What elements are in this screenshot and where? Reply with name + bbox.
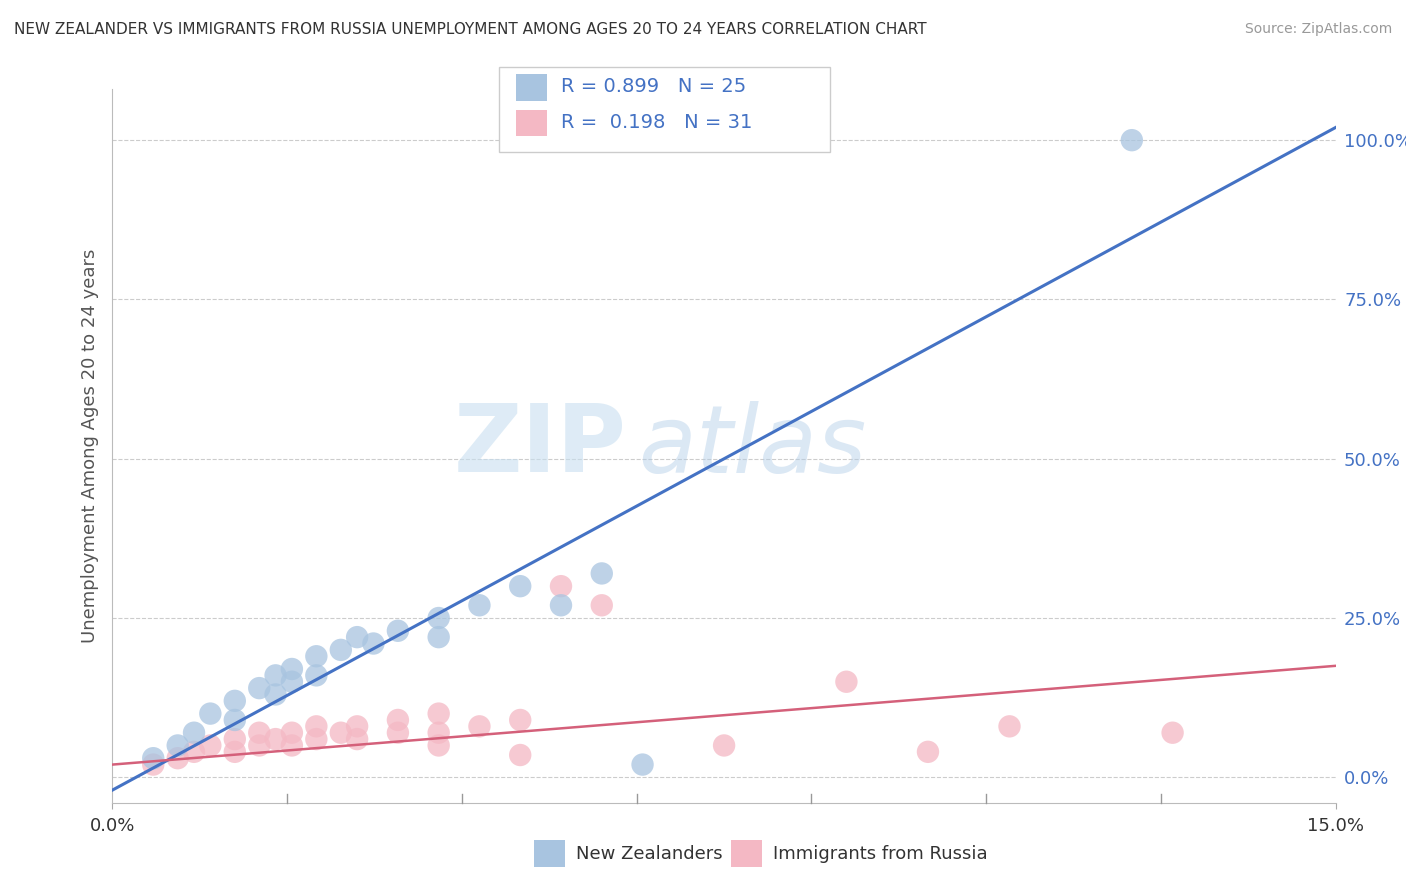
Point (509, 747, 531, 762)
Point (631, 757, 654, 772)
Text: R =  0.198   N = 31: R = 0.198 N = 31 (561, 112, 752, 132)
Point (305, 649, 328, 664)
Point (329, 725, 352, 739)
Point (346, 732, 368, 747)
Point (183, 725, 205, 739)
Point (200, 739, 222, 753)
Point (427, 630, 450, 644)
Point (509, 579, 531, 593)
Point (427, 739, 450, 753)
Point (468, 719, 491, 733)
Point (281, 739, 304, 753)
Point (1161, 725, 1184, 739)
Point (142, 757, 165, 772)
Point (281, 662, 304, 676)
Point (387, 725, 409, 739)
Text: atlas: atlas (638, 401, 866, 491)
Point (550, 579, 572, 593)
Text: Source: ZipAtlas.com: Source: ZipAtlas.com (1244, 22, 1392, 37)
Point (363, 636, 385, 650)
Point (835, 674, 858, 689)
Point (427, 706, 450, 721)
Point (387, 624, 409, 638)
Point (468, 599, 491, 613)
Point (183, 745, 205, 759)
Point (166, 751, 188, 765)
Point (591, 566, 613, 581)
Point (329, 643, 352, 657)
Point (305, 732, 328, 747)
Point (305, 668, 328, 682)
Point (427, 611, 450, 625)
Point (346, 719, 368, 733)
Point (247, 739, 270, 753)
Point (142, 751, 165, 765)
Point (509, 713, 531, 727)
Point (224, 713, 246, 727)
Point (166, 739, 188, 753)
Point (200, 706, 222, 721)
Point (346, 630, 368, 644)
Point (998, 719, 1021, 733)
Point (713, 739, 735, 753)
Text: New Zealanders: New Zealanders (576, 845, 723, 863)
Y-axis label: Unemployment Among Ages 20 to 24 years: Unemployment Among Ages 20 to 24 years (80, 249, 98, 643)
Point (305, 719, 328, 733)
Point (264, 668, 287, 682)
Text: Immigrants from Russia: Immigrants from Russia (773, 845, 988, 863)
Point (224, 732, 246, 747)
Point (917, 745, 939, 759)
Text: NEW ZEALANDER VS IMMIGRANTS FROM RUSSIA UNEMPLOYMENT AMONG AGES 20 TO 24 YEARS C: NEW ZEALANDER VS IMMIGRANTS FROM RUSSIA … (14, 22, 927, 37)
Point (247, 725, 270, 739)
Point (224, 745, 246, 759)
Point (427, 725, 450, 739)
Point (387, 713, 409, 727)
Point (591, 599, 613, 613)
Point (1121, 133, 1143, 147)
Text: ZIP: ZIP (453, 400, 626, 492)
Text: R = 0.899   N = 25: R = 0.899 N = 25 (561, 77, 747, 96)
Point (264, 732, 287, 747)
Point (264, 688, 287, 702)
Point (247, 681, 270, 695)
Point (550, 599, 572, 613)
Point (224, 694, 246, 708)
Point (281, 674, 304, 689)
Point (281, 725, 304, 739)
